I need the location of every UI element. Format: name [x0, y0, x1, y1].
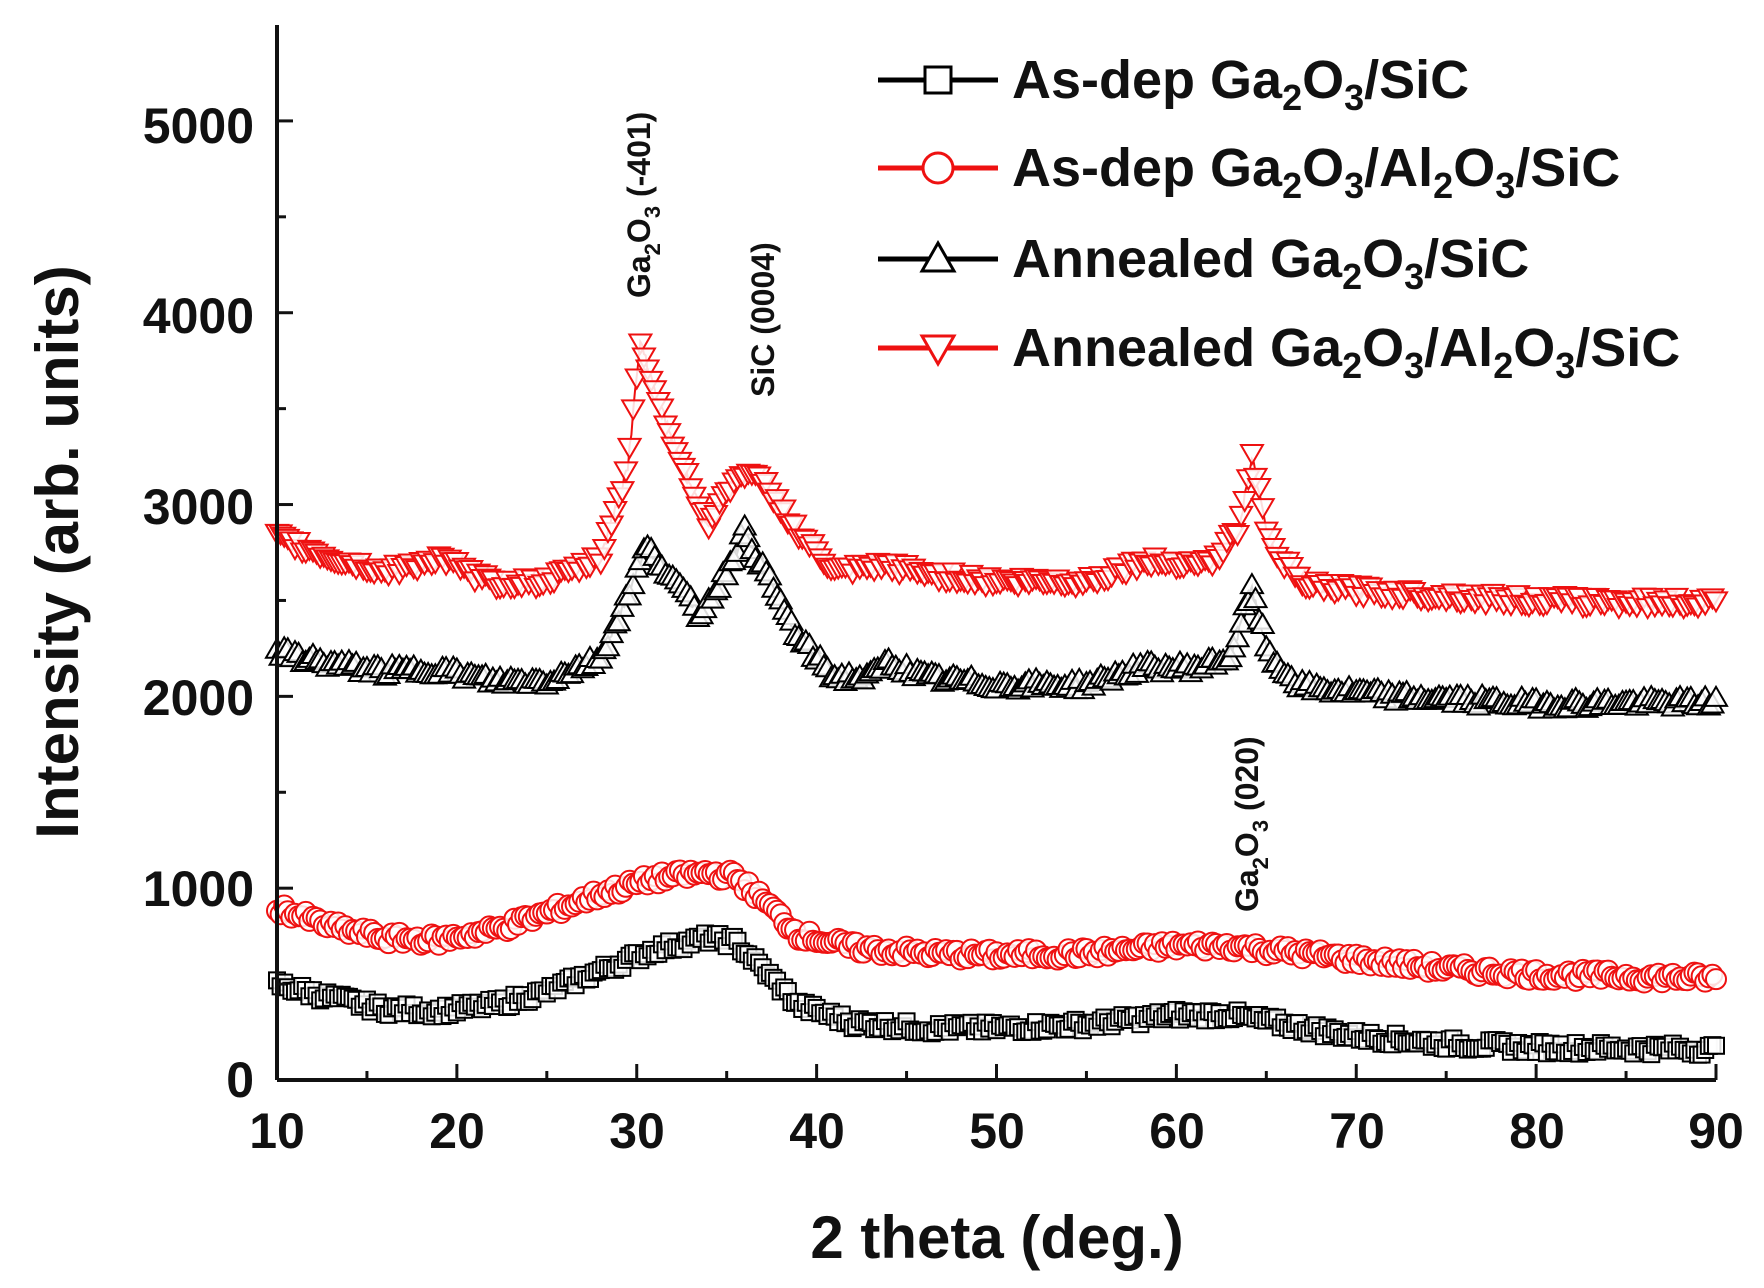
data-point — [620, 399, 646, 422]
data-point — [1705, 968, 1727, 991]
x-tick-label: 50 — [969, 1103, 1025, 1159]
x-tick-label: 60 — [1149, 1103, 1205, 1159]
x-tick-label: 30 — [609, 1103, 665, 1159]
triangle-down-marker-icon — [919, 334, 957, 368]
y-axis-title: Intensity (arb. units) — [24, 265, 91, 838]
peak-label-ga2o3-401: Ga2O3 (-401) — [621, 112, 665, 298]
data-point — [1228, 505, 1254, 528]
legend-entry: Annealed Ga2O3/Al2O3/SiC — [878, 318, 1680, 386]
data-point — [642, 380, 668, 403]
data-point — [1249, 612, 1276, 635]
data-point — [674, 463, 700, 486]
data-point — [609, 481, 636, 504]
data-point — [620, 572, 646, 595]
y-tick-label: 2000 — [143, 670, 254, 726]
circle-marker-icon — [921, 151, 955, 185]
legend-entry: As-dep Ga2O3/SiC — [878, 50, 1469, 118]
data-point — [1239, 444, 1265, 467]
series-circle — [266, 859, 1727, 994]
data-point — [613, 461, 639, 484]
data-point — [753, 471, 779, 494]
data-point — [1703, 684, 1729, 707]
data-point — [627, 333, 654, 356]
y-tick-label: 5000 — [143, 98, 254, 154]
peak-label-sic-0004: SiC (0004) — [745, 242, 781, 397]
x-tick-label: 70 — [1329, 1103, 1385, 1159]
data-point — [656, 423, 682, 446]
data-point — [782, 514, 808, 537]
legend-entry: As-dep Ga2O3/Al2O3/SiC — [878, 138, 1620, 206]
axis-ticks — [275, 119, 1718, 1082]
y-tick-label: 4000 — [143, 288, 254, 344]
data-point — [609, 594, 636, 617]
y-tick-label: 0 — [226, 1052, 254, 1108]
data-point — [1228, 610, 1254, 633]
data-point — [606, 609, 632, 632]
data-point — [1246, 478, 1272, 501]
data-point — [706, 575, 733, 598]
x-axis-title: 2 theta (deg.) — [810, 1204, 1183, 1271]
y-tick-label: 1000 — [143, 861, 254, 917]
square-marker-icon — [923, 65, 953, 95]
legend-label: As-dep Ga2O3/Al2O3/SiC — [1012, 138, 1620, 206]
legend-label: Annealed Ga2O3/SiC — [1012, 229, 1529, 297]
data-point — [1707, 1036, 1725, 1055]
y-tick-label: 3000 — [143, 479, 254, 535]
data-point — [634, 359, 661, 382]
data-point — [1231, 490, 1258, 513]
data-point — [713, 563, 740, 586]
data-point — [631, 347, 657, 370]
x-tick-label: 20 — [429, 1103, 485, 1159]
data-point — [771, 499, 797, 522]
data-point — [1703, 591, 1729, 614]
x-tick-labels: 10 20 30 40 50 60 70 80 90 — [249, 1103, 1744, 1159]
data-point — [1224, 625, 1251, 648]
data-point — [649, 398, 675, 421]
legend-label: As-dep Ga2O3/SiC — [1012, 50, 1469, 118]
legend-entry: Annealed Ga2O3/SiC — [878, 229, 1529, 297]
data-point — [595, 634, 621, 657]
legend-label: Annealed Ga2O3/Al2O3/SiC — [1012, 318, 1680, 386]
x-tick-label: 40 — [789, 1103, 845, 1159]
data-point — [1242, 586, 1269, 609]
data-point — [591, 539, 618, 562]
data-point — [616, 583, 643, 606]
x-tick-label: 10 — [249, 1103, 305, 1159]
series-square — [268, 924, 1725, 1064]
triangle-up-marker-icon — [919, 239, 957, 273]
x-tick-label: 80 — [1509, 1103, 1565, 1159]
data-point — [1224, 524, 1251, 547]
data-point — [1239, 572, 1265, 595]
data-point — [616, 437, 643, 460]
data-point — [1249, 498, 1276, 521]
series-triangle-up — [264, 513, 1729, 719]
x-tick-label: 90 — [1688, 1103, 1744, 1159]
legend: As-dep Ga2O3/SiC As-dep Ga2O3/Al2O3/SiC … — [878, 50, 1680, 386]
peak-label-ga2o3-020: Ga2O3 (020) — [1229, 736, 1273, 912]
y-tick-labels: 0 1000 2000 3000 4000 5000 — [143, 98, 254, 1108]
data-layer — [264, 333, 1729, 1064]
series-triangle-down — [264, 333, 1729, 621]
